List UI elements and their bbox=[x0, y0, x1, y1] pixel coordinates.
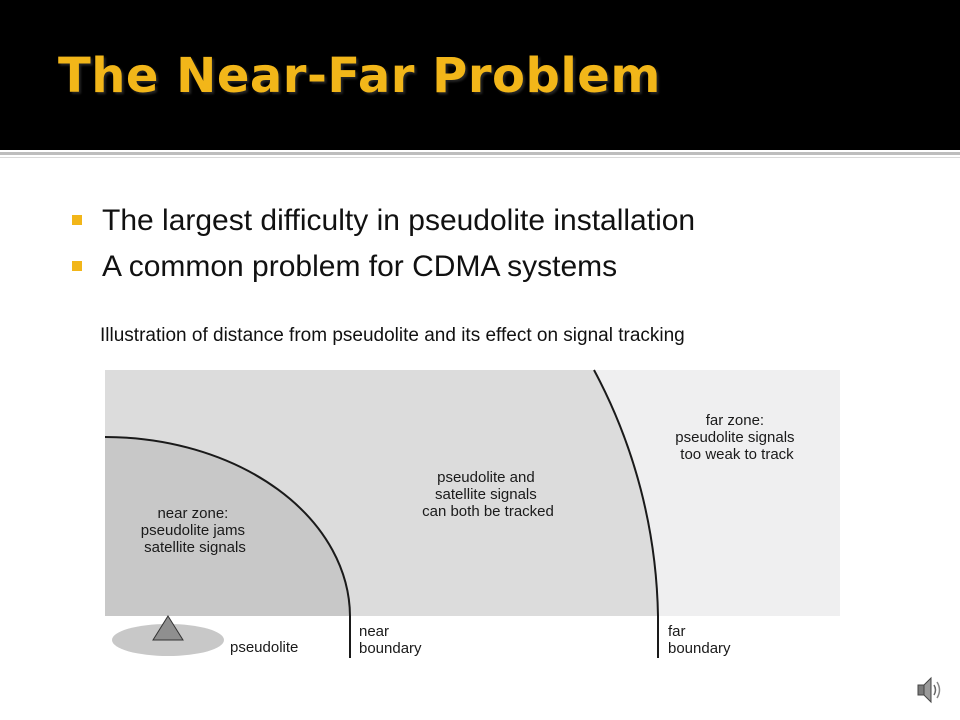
bullet-square-icon bbox=[72, 215, 82, 225]
bullet-item: The largest difficulty in pseudolite ins… bbox=[70, 198, 695, 244]
far-boundary-arc bbox=[593, 369, 659, 658]
speaker-icon[interactable] bbox=[916, 674, 944, 706]
near-boundary-arc bbox=[104, 436, 351, 658]
pseudolite-label: pseudolite bbox=[230, 639, 298, 656]
bullet-list: The largest difficulty in pseudolite ins… bbox=[70, 198, 695, 290]
near-boundary-label: near boundary bbox=[359, 623, 422, 657]
bullet-text: The largest difficulty in pseudolite ins… bbox=[102, 204, 696, 237]
pseudolite-icon bbox=[152, 615, 184, 641]
bullet-text: A common problem for CDMA systems bbox=[102, 250, 618, 283]
slide-title: The Near-Far Problem bbox=[58, 48, 661, 104]
far-zone-label: far zone: pseudolite signals too weak to… bbox=[675, 412, 798, 463]
bullet-item: A common problem for CDMA systems bbox=[70, 244, 695, 290]
near-zone-area bbox=[105, 436, 350, 616]
title-divider-thin bbox=[0, 157, 960, 158]
near-zone-label: near zone: pseudolite jams satellite sig… bbox=[141, 505, 249, 556]
diagram-caption: Illustration of distance from pseudolite… bbox=[100, 325, 685, 346]
far-boundary-label: far boundary bbox=[668, 623, 731, 657]
title-bar bbox=[0, 0, 960, 150]
title-divider bbox=[0, 152, 960, 155]
middle-zone-label: pseudolite and satellite signals can bot… bbox=[422, 469, 554, 520]
bullet-square-icon bbox=[72, 261, 82, 271]
